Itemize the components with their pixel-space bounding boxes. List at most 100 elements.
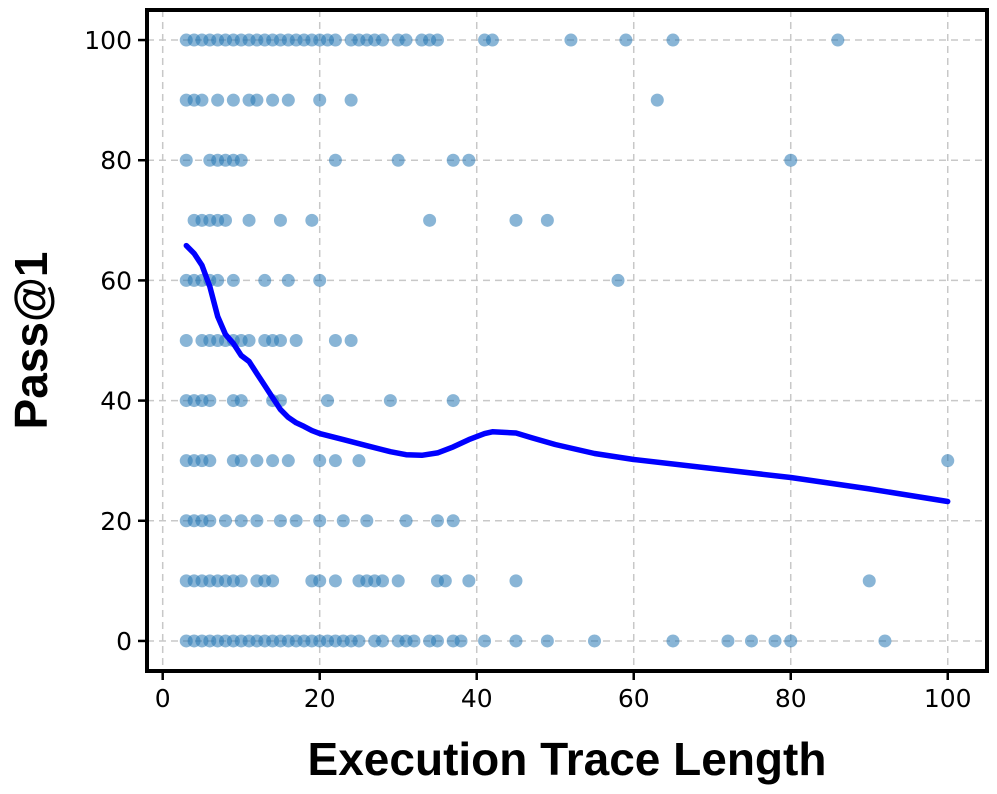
scatter-point: [250, 93, 264, 107]
scatter-point: [650, 93, 664, 107]
scatter-point: [430, 634, 444, 648]
scatter-point: [226, 93, 240, 107]
scatter-point: [587, 634, 601, 648]
scatter-point: [289, 334, 303, 347]
scatter-point: [321, 394, 335, 408]
scatter-point: [266, 574, 280, 588]
scatter-point: [430, 514, 444, 528]
scatter-point: [195, 93, 209, 107]
scatter-point: [179, 153, 193, 167]
scatter-point: [383, 394, 397, 408]
scatter-point: [430, 33, 444, 47]
x-tick-label: 60: [618, 684, 650, 713]
scatter-point: [454, 634, 468, 648]
scatter-point: [376, 33, 390, 47]
scatter-point: [273, 334, 287, 347]
scatter-point: [179, 334, 193, 347]
scatter-point: [250, 454, 264, 468]
scatter-point: [211, 93, 225, 107]
scatter-point: [328, 454, 342, 468]
scatter-point: [313, 514, 327, 528]
scatter-point: [540, 634, 554, 648]
y-axis-ticks: 0 20 40 60 80 100: [84, 26, 147, 656]
scatter-point: [352, 634, 366, 648]
scatter-point: [407, 634, 421, 648]
scatter-point: [352, 454, 366, 468]
scatter-point: [344, 334, 358, 347]
scatter-point: [344, 93, 358, 107]
scatter-point: [242, 213, 256, 227]
scatter-point: [376, 634, 390, 648]
x-axis-ticks: 0 20 40 60 80 100: [155, 671, 972, 713]
x-tick-label: 0: [155, 684, 171, 713]
scatter-point: [258, 273, 272, 287]
scatter-point: [462, 574, 476, 588]
scatter-point: [305, 213, 319, 227]
scatter-point: [219, 213, 233, 227]
scatter-point: [281, 273, 295, 287]
y-axis-label: Pass@1: [5, 252, 57, 430]
scatter-point: [619, 33, 633, 47]
scatter-point: [391, 574, 405, 588]
scatter-point: [509, 213, 523, 227]
scatter-point: [376, 574, 390, 588]
scatter-point: [313, 574, 327, 588]
scatter-point: [281, 93, 295, 107]
scatter-point: [391, 153, 405, 167]
scatter-point: [328, 334, 342, 347]
scatter-point: [744, 634, 758, 648]
scatter-point: [509, 574, 523, 588]
plot-frame: [145, 8, 989, 673]
scatter-point: [203, 454, 217, 468]
x-tick-label: 40: [461, 684, 493, 713]
y-tick-label: 20: [100, 507, 132, 536]
scatter-point: [328, 153, 342, 167]
y-tick-label: 80: [100, 146, 132, 175]
scatter-point: [250, 514, 264, 528]
scatter-point: [399, 514, 413, 528]
scatter-point: [564, 33, 578, 47]
scatter-point: [462, 153, 476, 167]
scatter-point: [281, 454, 295, 468]
scatter-point: [266, 93, 280, 107]
x-tick-label: 100: [924, 684, 972, 713]
y-tick-label: 60: [100, 266, 132, 295]
scatter-point: [666, 33, 680, 47]
scatter-point: [438, 574, 452, 588]
scatter-point: [485, 33, 499, 47]
scatter-point: [423, 213, 437, 227]
scatter-points: [179, 33, 955, 648]
trend-line-path: [183, 242, 951, 505]
trend-line: [183, 242, 951, 505]
scatter-point: [666, 634, 680, 648]
scatter-point: [768, 634, 782, 648]
scatter-point: [721, 634, 735, 648]
scatter-point: [611, 273, 625, 287]
x-tick-label: 20: [304, 684, 336, 713]
scatter-point: [273, 213, 287, 227]
scatter-point: [242, 334, 256, 347]
scatter-point: [219, 514, 233, 528]
scatter-point: [784, 634, 798, 648]
scatter-point: [211, 273, 225, 287]
scatter-point: [540, 213, 554, 227]
grid-lines: [147, 10, 987, 671]
scatter-point: [313, 454, 327, 468]
scatter-point: [234, 454, 248, 468]
scatter-point: [313, 93, 327, 107]
scatter-point: [203, 514, 217, 528]
x-axis-label: Execution Trace Length: [308, 733, 827, 785]
scatter-point: [289, 514, 303, 528]
scatter-point: [313, 273, 327, 287]
scatter-point: [234, 153, 248, 167]
scatter-point: [360, 514, 374, 528]
y-tick-label: 0: [116, 627, 132, 656]
x-tick-label: 80: [775, 684, 807, 713]
scatter-point: [941, 454, 955, 468]
scatter-point: [862, 574, 876, 588]
scatter-point: [328, 574, 342, 588]
y-tick-label: 100: [84, 26, 132, 55]
scatter-point: [784, 153, 798, 167]
scatter-point: [399, 33, 413, 47]
